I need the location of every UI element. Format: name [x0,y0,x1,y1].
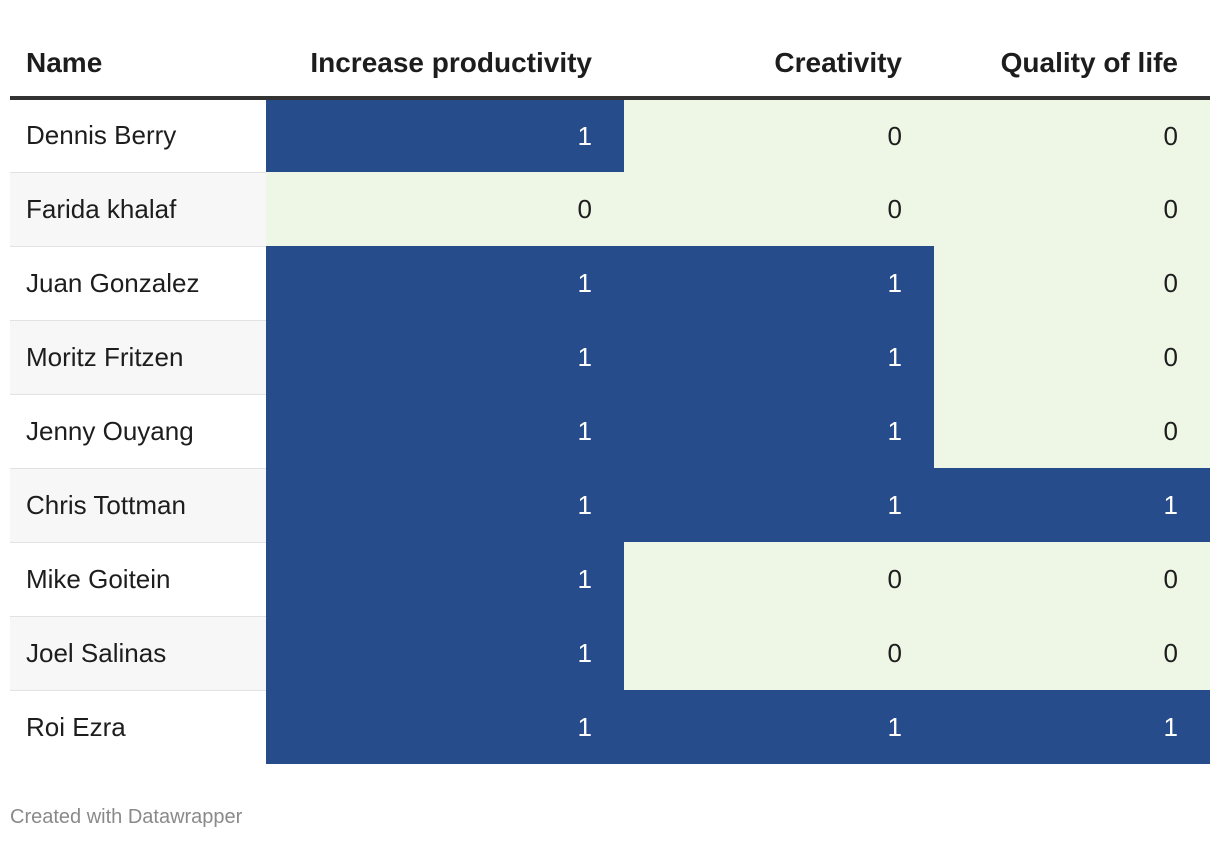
value-cell: 0 [624,616,934,690]
value-cell: 1 [266,468,624,542]
value-cell: 0 [934,542,1210,616]
name-cell: Moritz Fritzen [10,320,266,395]
value-cell: 1 [266,246,624,320]
value-cell: 0 [934,98,1210,172]
value-cell: 1 [934,690,1210,764]
value-cell: 1 [624,246,934,320]
table-row: Roi Ezra 1 1 1 [10,690,1210,764]
value-cell: 0 [624,98,934,172]
table-row: Farida khalaf 0 0 0 [10,172,1210,247]
name-cell: Juan Gonzalez [10,246,266,321]
column-header: Increase productivity [266,30,624,100]
table-row: Dennis Berry 1 0 0 [10,98,1210,173]
name-cell: Chris Tottman [10,468,266,543]
value-cell: 0 [934,616,1210,690]
table-row: Juan Gonzalez 1 1 0 [10,246,1210,321]
value-cell: 1 [624,468,934,542]
value-cell: 1 [266,394,624,468]
name-cell: Jenny Ouyang [10,394,266,469]
name-cell: Dennis Berry [10,98,266,173]
value-cell: 1 [266,542,624,616]
value-cell: 0 [624,542,934,616]
value-cell: 1 [266,320,624,394]
table-row: Chris Tottman 1 1 1 [10,468,1210,543]
value-cell: 1 [624,394,934,468]
name-cell: Mike Goitein [10,542,266,617]
name-cell: Farida khalaf [10,172,266,247]
table-row: Moritz Fritzen 1 1 0 [10,320,1210,395]
value-cell: 0 [624,172,934,246]
value-cell: 1 [624,690,934,764]
table: Name Increase productivity Creativity Quali… [10,30,1210,764]
table-body: Dennis Berry 1 0 0 Farida khalaf 0 0 0 Juan Gonz… [10,98,1210,764]
table-row: Joel Salinas 1 0 0 [10,616,1210,691]
column-header: Quality of life [934,30,1210,100]
value-cell: 0 [934,320,1210,394]
value-cell: 1 [266,98,624,172]
table-row: Jenny Ouyang 1 1 0 [10,394,1210,469]
value-cell: 0 [266,172,624,246]
value-cell: 1 [266,690,624,764]
value-cell: 0 [934,394,1210,468]
column-header: Name [10,30,266,100]
column-header: Creativity [624,30,934,100]
table-row: Mike Goitein 1 0 0 [10,542,1210,617]
value-cell: 1 [266,616,624,690]
value-cell: 1 [934,468,1210,542]
footer: Created with Datawrapper [10,806,243,828]
name-cell: Roi Ezra [26,711,126,742]
value-cell: 0 [934,246,1210,320]
value-cell: 1 [624,320,934,394]
header-row: Name Increase productivity Creativity Quali… [10,30,1210,100]
table-container: Name Increase productivity Creativity Quali… [10,30,1210,764]
name-cell: Joel Salinas [10,616,266,691]
value-cell: 0 [934,172,1210,246]
